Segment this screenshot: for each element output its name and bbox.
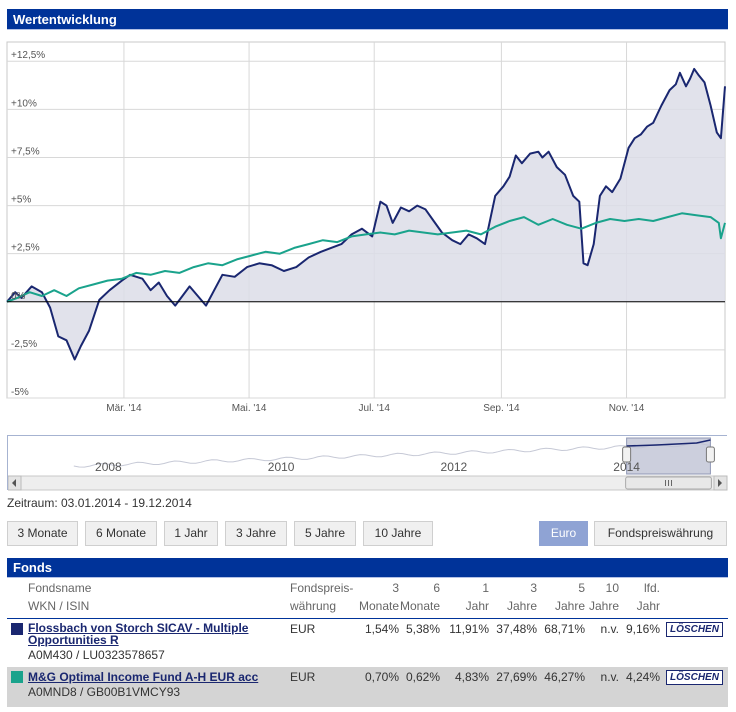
navigator-selection[interactable]: [626, 437, 711, 475]
perf-3y: 37,48%: [496, 622, 537, 636]
col-header-3y-2: Jahre: [506, 599, 537, 613]
col-header-3m: 3: [392, 581, 399, 595]
currency-fund-button[interactable]: Fondspreiswährung: [594, 521, 727, 546]
navigator-history-line: [73, 442, 711, 468]
fund-name-line1: Flossbach von Storch SICAV - Multiple: [28, 621, 249, 635]
range-1y-button[interactable]: 1 Jahr: [164, 521, 218, 546]
perf-ytd: 9,16%: [625, 622, 660, 636]
fund-currency: EUR: [290, 670, 316, 684]
col-header-isin: WKN / ISIN: [28, 599, 90, 613]
series-color-swatch: [11, 623, 23, 635]
perf-6m: 0,62%: [405, 670, 440, 684]
navigator-handle-left[interactable]: [622, 446, 632, 463]
series-area-1: [7, 68, 725, 360]
navigator-year-label: 2012: [441, 460, 468, 474]
col-header-3m-2: Monate: [358, 599, 399, 613]
col-header-6m: 6: [433, 581, 440, 595]
navigator-background: [8, 436, 728, 476]
perf-10y: n.v.: [600, 670, 619, 684]
series-line-1: [6, 67, 726, 361]
perf-1y: 4,83%: [454, 670, 489, 684]
navigator-year-label: 2010: [268, 460, 295, 474]
funds-section-header: Fonds: [7, 558, 728, 578]
fund-name-line1: M&G Optimal Income Fund A-H EUR acc: [28, 670, 259, 684]
y-tick-label: +7,5%: [11, 146, 40, 157]
perf-10y: n.v.: [600, 622, 619, 636]
col-header-5y: 5: [578, 581, 585, 595]
chart-section-header: Wertentwicklung: [7, 9, 728, 30]
col-header-5y-2: Jahre: [554, 599, 585, 613]
perf-3m: 0,70%: [364, 670, 399, 684]
navigator[interactable]: 2008 2010 2012 2014: [7, 435, 728, 491]
perf-5y: 46,27%: [544, 670, 585, 684]
col-header-3y: 3: [530, 581, 537, 595]
col-header-ytd-2: Jahr: [636, 599, 660, 613]
col-header-10y: 10: [605, 581, 619, 595]
fund-name-line2: Opportunities R: [28, 633, 119, 647]
x-tick-label: Nov. '14: [609, 403, 645, 414]
x-tick-label: Sep. '14: [483, 403, 520, 414]
navigator-selection-line: [626, 439, 711, 447]
col-header-name: Fondsname: [28, 581, 92, 595]
table-row: [7, 619, 728, 666]
fund-currency: EUR: [290, 622, 316, 636]
x-tick-label: Jul. '14: [359, 403, 391, 414]
performance-chart[interactable]: +12,5% +10% +7,5% +5% +2,5% 0% -2,5% -5% Mär. '…: [0, 30, 736, 435]
col-header-6m-2: Monate: [399, 599, 440, 613]
col-header-1y-2: Jahr: [465, 599, 489, 613]
y-tick-label: 0%: [11, 291, 26, 302]
fund-wkn-isin: A0M430 / LU0323578657: [28, 648, 165, 662]
x-tick-label: Mär. '14: [106, 403, 142, 414]
perf-3m: 1,54%: [364, 622, 399, 636]
col-header-10y-2: Jahre: [588, 599, 619, 613]
fund-name-link[interactable]: M&G Optimal Income Fund A-H EUR acc: [28, 671, 258, 683]
y-tick-label: +2,5%: [11, 243, 40, 254]
perf-5y: 68,71%: [544, 622, 585, 636]
table-row: [7, 667, 728, 707]
navigator-scrollbar-track[interactable]: [7, 475, 728, 491]
perf-6m: 5,38%: [405, 622, 440, 636]
col-header-currency: Fondspreis-: [290, 581, 354, 595]
perf-1y: 11,91%: [449, 622, 489, 636]
fund-name-link[interactable]: Flossbach von Storch SICAV - Multiple Op…: [28, 622, 248, 646]
range-3m-button[interactable]: 3 Monate: [7, 521, 78, 546]
range-3y-button[interactable]: 3 Jahre: [225, 521, 287, 546]
perf-3y: 27,69%: [496, 670, 537, 684]
y-tick-label: +12,5%: [11, 50, 45, 61]
range-10y-button[interactable]: 10 Jahre: [363, 521, 433, 546]
chevron-left-icon: [12, 479, 16, 487]
range-5y-button[interactable]: 5 Jahre: [294, 521, 356, 546]
fund-wkn-isin: A0MND8 / GB00B1VMCY93: [28, 685, 181, 699]
y-tick-label: -2,5%: [11, 339, 37, 350]
col-header-currency-2: währung: [290, 599, 337, 613]
perf-ytd: 4,24%: [625, 670, 660, 684]
series-line-2: [6, 212, 726, 303]
series-color-swatch: [11, 671, 23, 683]
delete-button[interactable]: LÖSCHEN: [666, 670, 723, 685]
col-header-1y: 1: [482, 581, 489, 595]
period-text: Zeitraum: 03.01.2014 - 19.12.2014: [7, 496, 192, 510]
col-header-ytd: lfd.: [643, 581, 660, 595]
range-6m-button[interactable]: 6 Monate: [85, 521, 157, 546]
navigator-year-label: 2014: [613, 460, 640, 474]
x-tick-label: Mai. '14: [232, 403, 267, 414]
delete-button[interactable]: LÖSCHEN: [666, 622, 723, 637]
table-divider: [7, 618, 728, 619]
navigator-year-label: 2008: [95, 460, 122, 474]
chevron-right-icon: [718, 479, 722, 487]
navigator-chart[interactable]: 2008 2010 2012 2014: [7, 436, 728, 491]
currency-euro-button[interactable]: Euro: [539, 521, 588, 546]
navigator-handle-right[interactable]: [705, 446, 715, 463]
y-tick-label: +5%: [11, 195, 31, 206]
y-tick-label: +10%: [11, 98, 37, 109]
y-tick-label: -5%: [11, 387, 29, 398]
